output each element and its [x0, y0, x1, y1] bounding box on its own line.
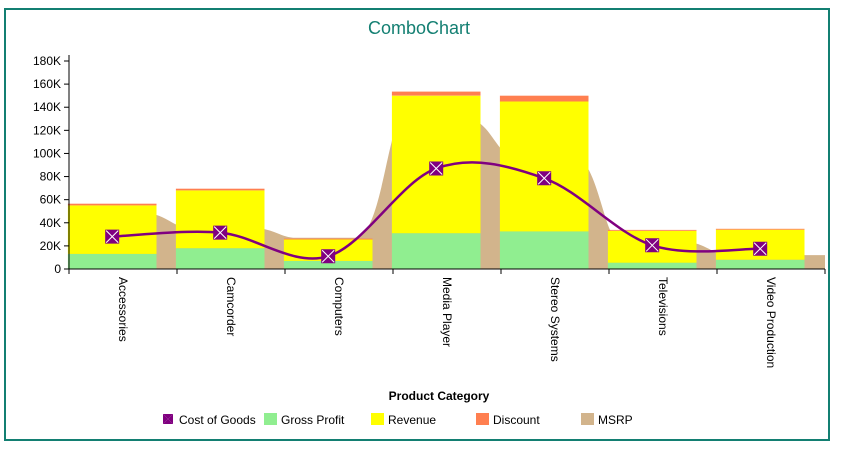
cost-of-goods-marker	[645, 238, 660, 253]
legend-label: MSRP	[598, 413, 633, 427]
cost-of-goods-marker	[537, 171, 552, 186]
bar-gross-profit	[715, 259, 805, 269]
legend-swatch	[581, 413, 594, 425]
legend-marker-icon	[163, 414, 173, 424]
cost-of-goods-marker	[429, 161, 444, 176]
x-tick-label: Televisions	[656, 277, 670, 336]
x-tick-label: Stereo Systems	[548, 277, 562, 362]
y-tick-label: 20K	[40, 239, 61, 253]
legend-item: Revenue	[371, 413, 436, 427]
cost-of-goods-marker	[213, 225, 228, 240]
legend-label: Gross Profit	[281, 413, 345, 427]
bar-discount	[67, 203, 157, 206]
x-tick-label: Accessories	[116, 277, 130, 342]
legend-item: Cost of Goods	[163, 413, 256, 427]
chart-frame: ComboChart 0 20K 40K 60K 80K 100K 120K 140K 160K…	[4, 8, 830, 441]
cost-of-goods-marker	[753, 241, 768, 256]
plot-area	[67, 91, 825, 269]
bar-gross-profit	[67, 254, 157, 269]
axes: 0 20K 40K 60K 80K 100K 120K 140K 160K 180K Accesso…	[33, 54, 826, 368]
legend-item: Discount	[476, 413, 540, 427]
combo-chart: ComboChart 0 20K 40K 60K 80K 100K 120K 140K 160K…	[33, 18, 826, 427]
bar-discount	[715, 228, 805, 230]
y-tick-label: 120K	[33, 123, 61, 137]
bar-discount	[175, 188, 265, 191]
bar-gross-profit	[607, 262, 697, 269]
legend-swatch	[371, 413, 384, 425]
bar-discount	[283, 238, 373, 240]
legend-swatch	[264, 413, 277, 425]
bar-discount	[391, 91, 481, 96]
bar-gross-profit	[283, 260, 373, 269]
legend: Cost of Goods Gross Profit Revenue Discount…	[163, 413, 633, 427]
bar-gross-profit	[499, 231, 589, 269]
x-tick-label: Camcorder	[224, 277, 238, 336]
cost-of-goods-marker	[321, 249, 336, 264]
y-tick-label: 180K	[33, 54, 61, 68]
y-tick-label: 40K	[40, 216, 61, 230]
x-tick-label: Media Player	[440, 277, 454, 347]
y-tick-label: 140K	[33, 100, 61, 114]
legend-label: Cost of Goods	[179, 413, 256, 427]
bar-revenue	[499, 101, 589, 232]
legend-swatch	[476, 413, 489, 425]
x-tick-label: Video Production	[764, 277, 778, 368]
bar-discount	[499, 95, 589, 102]
legend-item: MSRP	[581, 413, 633, 427]
bar-discount	[607, 229, 697, 231]
legend-item: Gross Profit	[264, 413, 345, 427]
bar-gross-profit	[175, 248, 265, 269]
y-tick-label: 80K	[40, 170, 61, 184]
bar-gross-profit	[391, 233, 481, 269]
chart-title: ComboChart	[368, 18, 470, 38]
y-tick-label: 0	[54, 262, 61, 276]
x-tick-label: Computers	[332, 277, 346, 336]
y-tick-label: 100K	[33, 146, 61, 160]
cost-of-goods-marker	[105, 229, 120, 244]
y-tick-label: 60K	[40, 193, 61, 207]
y-tick-label: 160K	[33, 77, 61, 91]
x-axis-title: Product Category	[389, 389, 490, 403]
legend-label: Discount	[493, 413, 540, 427]
legend-label: Revenue	[388, 413, 436, 427]
